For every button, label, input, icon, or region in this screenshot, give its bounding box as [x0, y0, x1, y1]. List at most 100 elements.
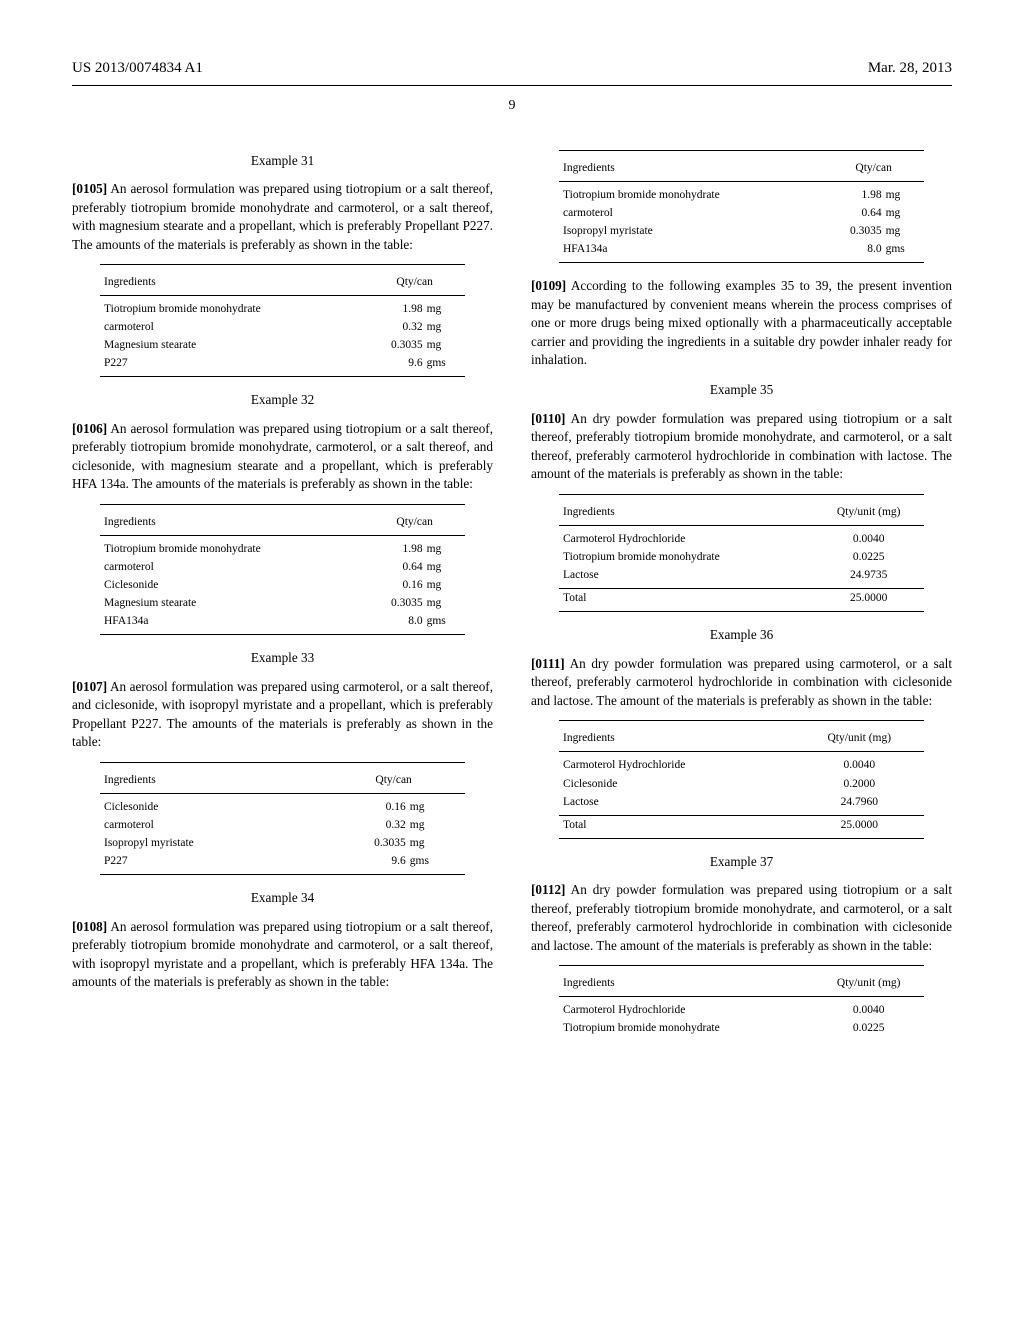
- cell: 0.0225: [813, 1019, 924, 1037]
- para-text: An aerosol formulation was prepared usin…: [72, 181, 493, 251]
- cell: mg: [884, 204, 924, 222]
- cell: 0.32: [322, 816, 408, 834]
- cell: 1.98: [364, 540, 424, 558]
- para-0107: [0107] An aerosol formulation was prepar…: [72, 678, 493, 752]
- th-ingredients: Ingredients: [100, 269, 364, 296]
- para-num: [0105]: [72, 181, 107, 196]
- cell: 0.0040: [795, 756, 924, 774]
- patent-number: US 2013/0074834 A1: [72, 58, 203, 79]
- cell: Tiotropium bromide monohydrate: [559, 186, 823, 204]
- cell: 0.16: [364, 576, 424, 594]
- cell: gms: [884, 240, 924, 258]
- para-0106: [0106] An aerosol formulation was prepar…: [72, 420, 493, 494]
- table-ex35: IngredientsQty/unit (mg) Carmoterol Hydr…: [559, 494, 924, 612]
- cell: carmoterol: [100, 816, 322, 834]
- th-qty: Qty/can: [823, 155, 924, 182]
- cell: Isopropyl myristate: [100, 834, 322, 852]
- total-label: Total: [559, 815, 795, 834]
- cell: 0.64: [823, 204, 883, 222]
- cell: Carmoterol Hydrochloride: [559, 1001, 813, 1019]
- para-text: An aerosol formulation was prepared usin…: [72, 679, 493, 749]
- example-36-title: Example 36: [531, 626, 952, 644]
- cell: 0.3035: [823, 222, 883, 240]
- para-num: [0110]: [531, 411, 565, 426]
- cell: mg: [425, 300, 465, 318]
- cell: mg: [425, 558, 465, 576]
- cell: mg: [425, 540, 465, 558]
- cell: Tiotropium bromide monohydrate: [100, 540, 364, 558]
- cell: 9.6: [322, 852, 408, 870]
- para-num: [0109]: [531, 278, 566, 293]
- cell: mg: [408, 798, 465, 816]
- example-37-title: Example 37: [531, 853, 952, 871]
- header-rule: [72, 85, 952, 86]
- para-text: An dry powder formulation was prepared u…: [531, 882, 952, 952]
- table-ex32: IngredientsQty/can Tiotropium bromide mo…: [100, 504, 465, 636]
- total-value: 25.0000: [813, 589, 924, 608]
- table-ex36: IngredientsQty/unit (mg) Carmoterol Hydr…: [559, 720, 924, 838]
- cell: carmoterol: [100, 318, 364, 336]
- cell: 8.0: [823, 240, 883, 258]
- para-num: [0112]: [531, 882, 565, 897]
- cell: HFA134a: [100, 612, 364, 630]
- cell: mg: [884, 222, 924, 240]
- cell: 1.98: [364, 300, 424, 318]
- para-text: According to the following examples 35 t…: [531, 278, 952, 367]
- cell: Ciclesonide: [559, 775, 795, 793]
- para-text: An aerosol formulation was prepared usin…: [72, 919, 493, 989]
- cell: mg: [408, 834, 465, 852]
- cell: Carmoterol Hydrochloride: [559, 530, 813, 548]
- page-number: 9: [72, 96, 952, 116]
- cell: 0.3035: [364, 336, 424, 354]
- example-35-title: Example 35: [531, 381, 952, 399]
- cell: 0.0040: [813, 530, 924, 548]
- cell: Magnesium stearate: [100, 336, 364, 354]
- para-text: An dry powder formulation was prepared u…: [531, 656, 952, 708]
- total-value: 25.0000: [795, 815, 924, 834]
- para-num: [0111]: [531, 656, 565, 671]
- cell: P227: [100, 852, 322, 870]
- cell: Tiotropium bromide monohydrate: [559, 548, 813, 566]
- example-31-title: Example 31: [72, 152, 493, 170]
- cell: Isopropyl myristate: [559, 222, 823, 240]
- table-ex33: IngredientsQty/can Ciclesonide0.16mg car…: [100, 762, 465, 875]
- cell: Lactose: [559, 566, 813, 584]
- th-qty: Qty/unit (mg): [813, 499, 924, 526]
- para-num: [0107]: [72, 679, 107, 694]
- cell: carmoterol: [100, 558, 364, 576]
- th-ingredients: Ingredients: [559, 970, 813, 997]
- table-ex34: IngredientsQty/can Tiotropium bromide mo…: [559, 150, 924, 263]
- cell: 0.2000: [795, 775, 924, 793]
- th-qty: Qty/can: [364, 509, 465, 536]
- cell: Lactose: [559, 793, 795, 811]
- para-num: [0108]: [72, 919, 107, 934]
- para-text: An dry powder formulation was prepared u…: [531, 411, 952, 481]
- cell: Ciclesonide: [100, 576, 364, 594]
- cell: 0.0225: [813, 548, 924, 566]
- cell: P227: [100, 354, 364, 372]
- cell: gms: [425, 612, 465, 630]
- cell: mg: [425, 336, 465, 354]
- cell: Ciclesonide: [100, 798, 322, 816]
- para-0112: [0112] An dry powder formulation was pre…: [531, 881, 952, 955]
- cell: mg: [425, 594, 465, 612]
- cell: 0.0040: [813, 1001, 924, 1019]
- cell: mg: [884, 186, 924, 204]
- cell: 0.3035: [364, 594, 424, 612]
- cell: Tiotropium bromide monohydrate: [559, 1019, 813, 1037]
- cell: 0.64: [364, 558, 424, 576]
- table-ex31: IngredientsQty/can Tiotropium bromide mo…: [100, 264, 465, 377]
- cell: 8.0: [364, 612, 424, 630]
- cell: 0.32: [364, 318, 424, 336]
- page-container: US 2013/0074834 A1 Mar. 28, 2013 9 Examp…: [0, 0, 1024, 1320]
- para-num: [0106]: [72, 421, 107, 436]
- cell: mg: [425, 576, 465, 594]
- cell: 24.9735: [813, 566, 924, 584]
- patent-date: Mar. 28, 2013: [868, 58, 952, 79]
- cell: Magnesium stearate: [100, 594, 364, 612]
- cell: Carmoterol Hydrochloride: [559, 756, 795, 774]
- cell: gms: [425, 354, 465, 372]
- cell: HFA134a: [559, 240, 823, 258]
- cell: mg: [425, 318, 465, 336]
- cell: gms: [408, 852, 465, 870]
